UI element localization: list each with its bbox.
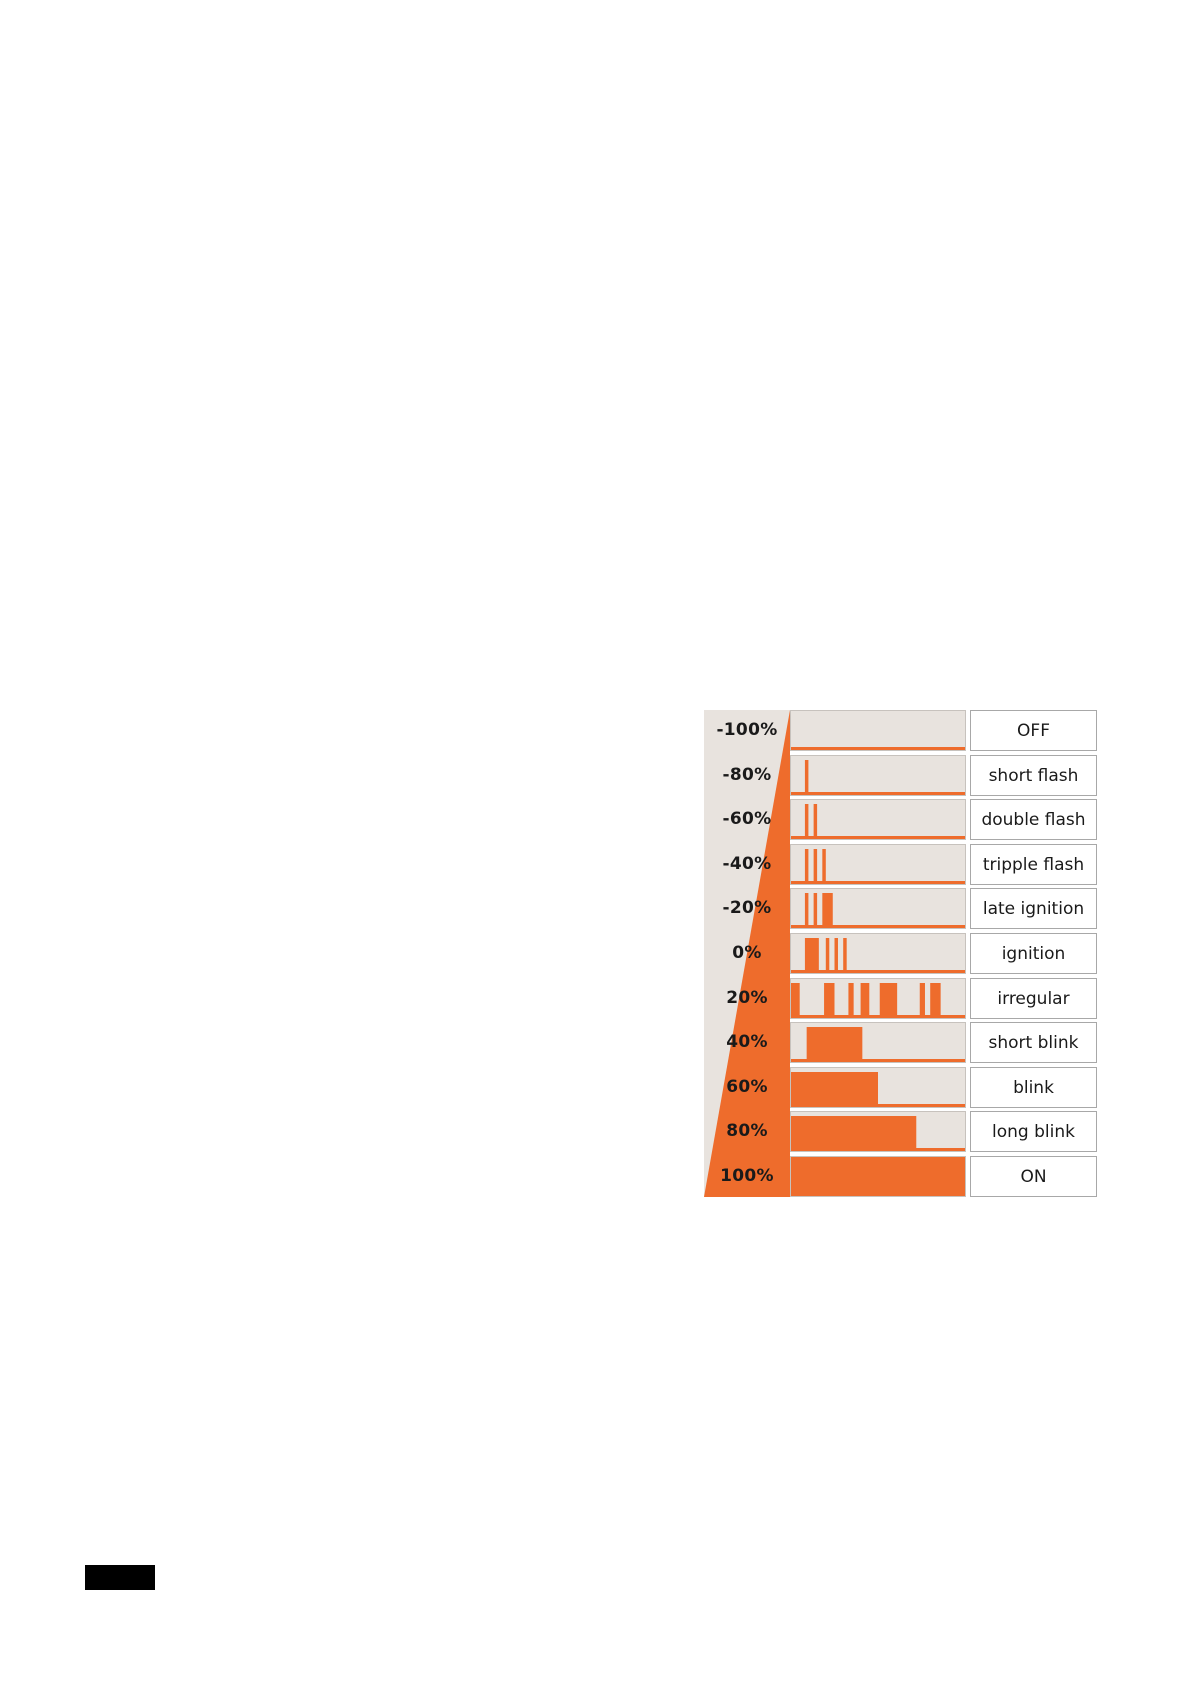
pattern-cell [790,755,966,796]
pattern-waveform [791,983,965,1018]
waveform-pulse [806,1027,863,1062]
waveform-pulse [804,938,819,973]
waveform-pulse [930,983,941,1018]
pattern-name-label: double flash [970,799,1097,840]
waveform-baseline [791,792,965,795]
page-number-marker [85,1565,155,1590]
waveform-baseline [791,836,965,839]
pattern-cell [790,1022,966,1063]
percent-label: 80% [726,1121,768,1141]
waveform-pulse [791,1116,917,1151]
blink-pattern-diagram: -100% OFF -80% short flash -60% double flash -… [704,710,1099,1197]
pattern-cell [790,888,966,929]
percent-label: 40% [726,1032,768,1052]
pattern-name-label: short blink [970,1022,1097,1063]
pattern-name-label: long blink [970,1111,1097,1152]
pattern-waveform [791,747,965,750]
pattern-waveform [791,1157,965,1196]
waveform-pulse [804,893,809,928]
pattern-waveform [791,1116,965,1151]
waveform-pulse [813,849,818,884]
pattern-waveform [791,760,965,795]
waveform-pulse [834,938,838,973]
waveform-baseline [791,970,965,973]
pattern-name-label: blink [970,1067,1097,1108]
percent-label: 60% [726,1077,768,1097]
pattern-waveform [791,1072,965,1107]
waveform-pulse [791,983,800,1018]
waveform-baseline [791,747,965,750]
percent-label: 20% [726,988,768,1008]
waveform-pulse [919,983,925,1018]
waveform-pulse [822,893,833,928]
pattern-cell [790,978,966,1019]
waveform-pulse [848,983,854,1018]
percent-label: -60% [722,809,772,829]
pattern-cell [790,844,966,885]
intensity-ramp [704,710,790,1197]
pattern-waveform [791,849,965,884]
pattern-cell [790,710,966,751]
waveform-baseline [791,1059,965,1062]
waveform-pulse [804,804,809,839]
pattern-name-label: short flash [970,755,1097,796]
pattern-name-label: irregular [970,978,1097,1019]
waveform-pulse [843,938,847,973]
waveform-pulse [813,804,818,839]
pattern-waveform [791,893,965,928]
pattern-name-label: tripple flash [970,844,1097,885]
pattern-waveform [791,804,965,839]
pattern-name-label: ON [970,1156,1097,1197]
ramp-wedge [704,710,790,1197]
waveform-pulse [804,849,809,884]
pattern-name-label: late ignition [970,888,1097,929]
waveform-pulse [804,760,809,795]
pattern-cell [790,1067,966,1108]
pattern-cell [790,933,966,974]
percent-label: -20% [722,898,772,918]
waveform-baseline [791,881,965,884]
percent-label: 100% [720,1166,774,1186]
pattern-name-label: ignition [970,933,1097,974]
waveform-pulse [813,893,818,928]
waveform-pulse [824,983,835,1018]
waveform-pulse [860,983,870,1018]
pattern-cell [790,799,966,840]
percent-label: -100% [716,720,778,740]
pattern-cell [790,1156,966,1197]
pattern-cell [790,1111,966,1152]
waveform-pulse [825,938,830,973]
pattern-waveform [791,1027,965,1062]
waveform-baseline [791,925,965,928]
waveform-baseline [791,1015,965,1018]
pattern-waveform [791,938,965,973]
waveform-pulse [791,1157,965,1196]
percent-label: 0% [732,943,762,963]
percent-label: -40% [722,854,772,874]
waveform-pulse [822,849,826,884]
percent-label: -80% [722,765,772,785]
pattern-name-label: OFF [970,710,1097,751]
waveform-pulse [879,983,898,1018]
waveform-pulse [791,1072,878,1107]
